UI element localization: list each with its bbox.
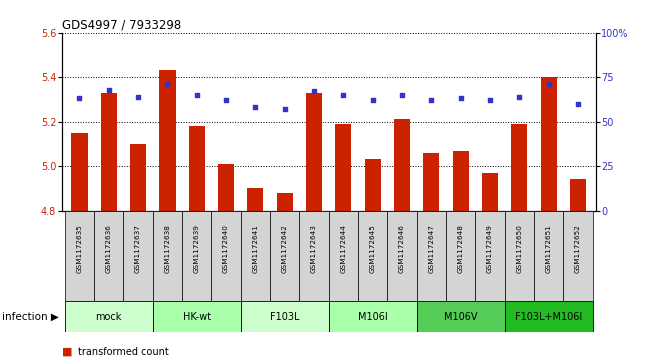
Point: [573, 101, 583, 107]
Bar: [65, 301, 153, 332]
Bar: [212, 211, 241, 301]
Bar: [452, 151, 469, 211]
Bar: [534, 211, 563, 301]
Bar: [417, 301, 505, 332]
Text: GDS4997 / 7933298: GDS4997 / 7933298: [62, 19, 181, 32]
Point: [74, 95, 85, 101]
Bar: [570, 179, 586, 211]
Text: GSM1172640: GSM1172640: [223, 224, 229, 273]
Text: GSM1172643: GSM1172643: [311, 224, 317, 273]
Bar: [72, 133, 87, 211]
Point: [221, 97, 231, 103]
Text: ■: ■: [62, 347, 72, 357]
Point: [544, 81, 554, 87]
Text: mock: mock: [96, 312, 122, 322]
Point: [162, 81, 173, 87]
Text: GSM1172639: GSM1172639: [194, 224, 200, 273]
Bar: [277, 193, 293, 211]
Bar: [101, 93, 117, 211]
Text: GSM1172652: GSM1172652: [575, 224, 581, 273]
Bar: [563, 211, 592, 301]
Bar: [270, 211, 299, 301]
Point: [514, 94, 525, 99]
Text: GSM1172647: GSM1172647: [428, 224, 434, 273]
Point: [250, 105, 260, 110]
Bar: [241, 211, 270, 301]
Text: M106V: M106V: [444, 312, 477, 322]
Bar: [358, 211, 387, 301]
Point: [191, 92, 202, 98]
Text: GSM1172651: GSM1172651: [546, 224, 552, 273]
Point: [133, 94, 143, 99]
Bar: [511, 124, 527, 211]
Bar: [153, 301, 241, 332]
Bar: [423, 153, 439, 211]
Bar: [482, 173, 498, 211]
Bar: [475, 211, 505, 301]
Text: GSM1172641: GSM1172641: [253, 224, 258, 273]
Text: F103L: F103L: [270, 312, 299, 322]
Text: M106I: M106I: [358, 312, 387, 322]
Text: GSM1172636: GSM1172636: [105, 224, 112, 273]
Bar: [130, 144, 146, 211]
Point: [456, 95, 466, 101]
Text: GSM1172645: GSM1172645: [370, 224, 376, 273]
Bar: [65, 211, 94, 301]
Text: GSM1172637: GSM1172637: [135, 224, 141, 273]
Text: GSM1172638: GSM1172638: [165, 224, 171, 273]
Bar: [247, 188, 264, 211]
Point: [368, 97, 378, 103]
Text: GSM1172646: GSM1172646: [399, 224, 405, 273]
Bar: [306, 93, 322, 211]
Bar: [189, 126, 205, 211]
Bar: [159, 70, 176, 211]
Bar: [329, 301, 417, 332]
Point: [279, 106, 290, 112]
Text: GSM1172642: GSM1172642: [282, 224, 288, 273]
Bar: [387, 211, 417, 301]
Point: [339, 92, 349, 98]
Text: GSM1172648: GSM1172648: [458, 224, 464, 273]
Text: GSM1172650: GSM1172650: [516, 224, 522, 273]
Point: [309, 89, 319, 94]
Bar: [299, 211, 329, 301]
Text: GSM1172644: GSM1172644: [340, 224, 346, 273]
Bar: [241, 301, 329, 332]
Bar: [417, 211, 446, 301]
Bar: [394, 119, 410, 211]
Point: [397, 92, 408, 98]
Point: [104, 87, 114, 93]
Bar: [218, 164, 234, 211]
Bar: [541, 77, 557, 211]
Bar: [182, 211, 212, 301]
Bar: [446, 211, 475, 301]
Text: GSM1172649: GSM1172649: [487, 224, 493, 273]
Bar: [124, 211, 153, 301]
Bar: [329, 211, 358, 301]
Bar: [505, 211, 534, 301]
Bar: [153, 211, 182, 301]
Text: infection ▶: infection ▶: [2, 312, 59, 322]
Bar: [505, 301, 592, 332]
Bar: [365, 159, 381, 211]
Point: [426, 97, 437, 103]
Text: transformed count: transformed count: [78, 347, 169, 357]
Bar: [335, 124, 352, 211]
Text: GSM1172635: GSM1172635: [76, 224, 83, 273]
Text: HK-wt: HK-wt: [183, 312, 211, 322]
Bar: [94, 211, 124, 301]
Text: F103L+M106I: F103L+M106I: [515, 312, 583, 322]
Point: [485, 97, 495, 103]
